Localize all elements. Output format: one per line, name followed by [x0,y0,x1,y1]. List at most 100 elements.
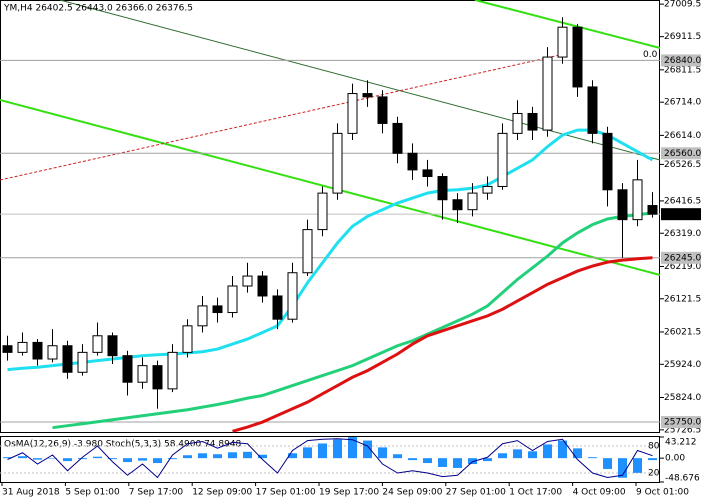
candle-body [557,26,568,58]
osma-bar [573,448,582,459]
x-tick-label: 12 Sep 09:00 [192,488,252,498]
level-label: 26245.0 [664,253,701,263]
level-label: 26560.0 [664,149,701,159]
candle-body [92,335,103,353]
stoch-line [7,438,653,479]
candle-body [512,112,523,134]
y-tick-label: 25726.5 [664,425,701,435]
osma-bar [198,453,207,459]
candle-body [2,345,13,353]
y-tick-label: 27009.5 [664,0,701,10]
candle-body [347,93,358,134]
x-tick-label: 19 Sep 17:00 [319,488,379,498]
candle-body [647,205,658,215]
osma-bar [108,458,117,460]
candle-body [212,305,223,314]
candle-body [182,325,193,353]
candle-body [572,26,583,88]
osma-bar [528,451,537,459]
candle-body [77,351,88,373]
y-tick-label: 26219.0 [664,262,701,272]
candle-body [467,192,478,211]
osma-bar [378,447,387,459]
osma-bar [558,440,567,459]
candle-body [422,169,433,178]
osma-bar [618,458,627,478]
current-price-label: 26376.5 [664,210,701,220]
osma-bar [588,457,597,459]
candle-body [527,112,538,131]
candle-body [602,132,613,191]
candle-body [62,345,73,373]
fib-line [0,54,561,181]
osma-bar [438,458,447,467]
osma-bar [453,458,462,468]
indicator-title: OsMA(12,26,9) -3.980 Stoch(5,3,3) 58.490… [4,440,242,450]
candle-body [542,56,553,131]
indicator-tick-label: 0.00 [665,454,685,464]
candle-body [632,179,643,221]
x-tick-label: 4 Oct 09:00 [573,488,626,498]
x-tick-label: 7 Sep 17:00 [129,488,184,498]
osma-bar [498,453,507,459]
candle-body [272,295,283,320]
osma-bar [18,456,27,459]
osma-bar [168,458,177,460]
candle-body [137,365,148,383]
candle-body [452,199,463,211]
candle-body [32,341,43,360]
x-tick-label: 27 Sep 01:00 [446,488,506,498]
level-label-box [661,147,701,160]
y-tick-label: 26416.5 [664,196,701,206]
trend-line [59,0,661,161]
moving-average [232,256,653,433]
y-tick-label: 25924.0 [664,360,701,370]
osma-bar [483,458,492,462]
stoch-level-label: 80 [648,442,660,452]
candle-body [617,189,628,221]
osma-bar [123,458,132,463]
y-tick-label: 26021.5 [664,327,701,337]
osma-bar [288,453,297,459]
candle-body [362,93,373,98]
osma-bar [333,439,342,459]
candle-body [332,132,343,194]
osma-bar [603,458,612,469]
indicator-tick-label: 43.212 [665,438,697,448]
osma-bar [183,455,192,459]
osma-bar [213,454,222,459]
fib-label: 0.0 [643,50,658,60]
level-label-box [661,54,701,67]
osma-bar [363,440,372,459]
osma-bar [78,458,87,460]
osma-bar [543,444,552,459]
osma-bar [258,454,267,459]
candle-body [497,132,508,187]
x-tick-label: 24 Sep 09:00 [382,488,442,498]
y-tick-label: 26319.0 [664,229,701,239]
osma-bar [3,457,12,459]
osma-bar [393,454,402,459]
osma-bar [648,458,657,461]
x-tick-label: 17 Sep 01:00 [256,488,316,498]
candle-body [107,335,118,357]
osma-bar [33,458,42,460]
osma-bar [408,458,417,461]
candle-body [17,341,28,353]
osma-bar [633,458,642,473]
x-tick-label: 9 Oct 01:00 [636,488,689,498]
candle-body [587,86,598,134]
moving-average [7,128,654,372]
y-tick-label: 25824.0 [664,393,701,403]
osma-bar [348,437,357,459]
osma-bar [93,456,102,459]
candle-body [227,285,238,314]
trend-line [0,99,661,276]
candle-body [317,192,328,231]
stoch-level-label: 20 [648,469,660,479]
current-price-box [661,208,701,221]
y-tick-label: 26121.5 [664,294,701,304]
candle-body [152,365,163,390]
osma-bar [513,449,522,459]
